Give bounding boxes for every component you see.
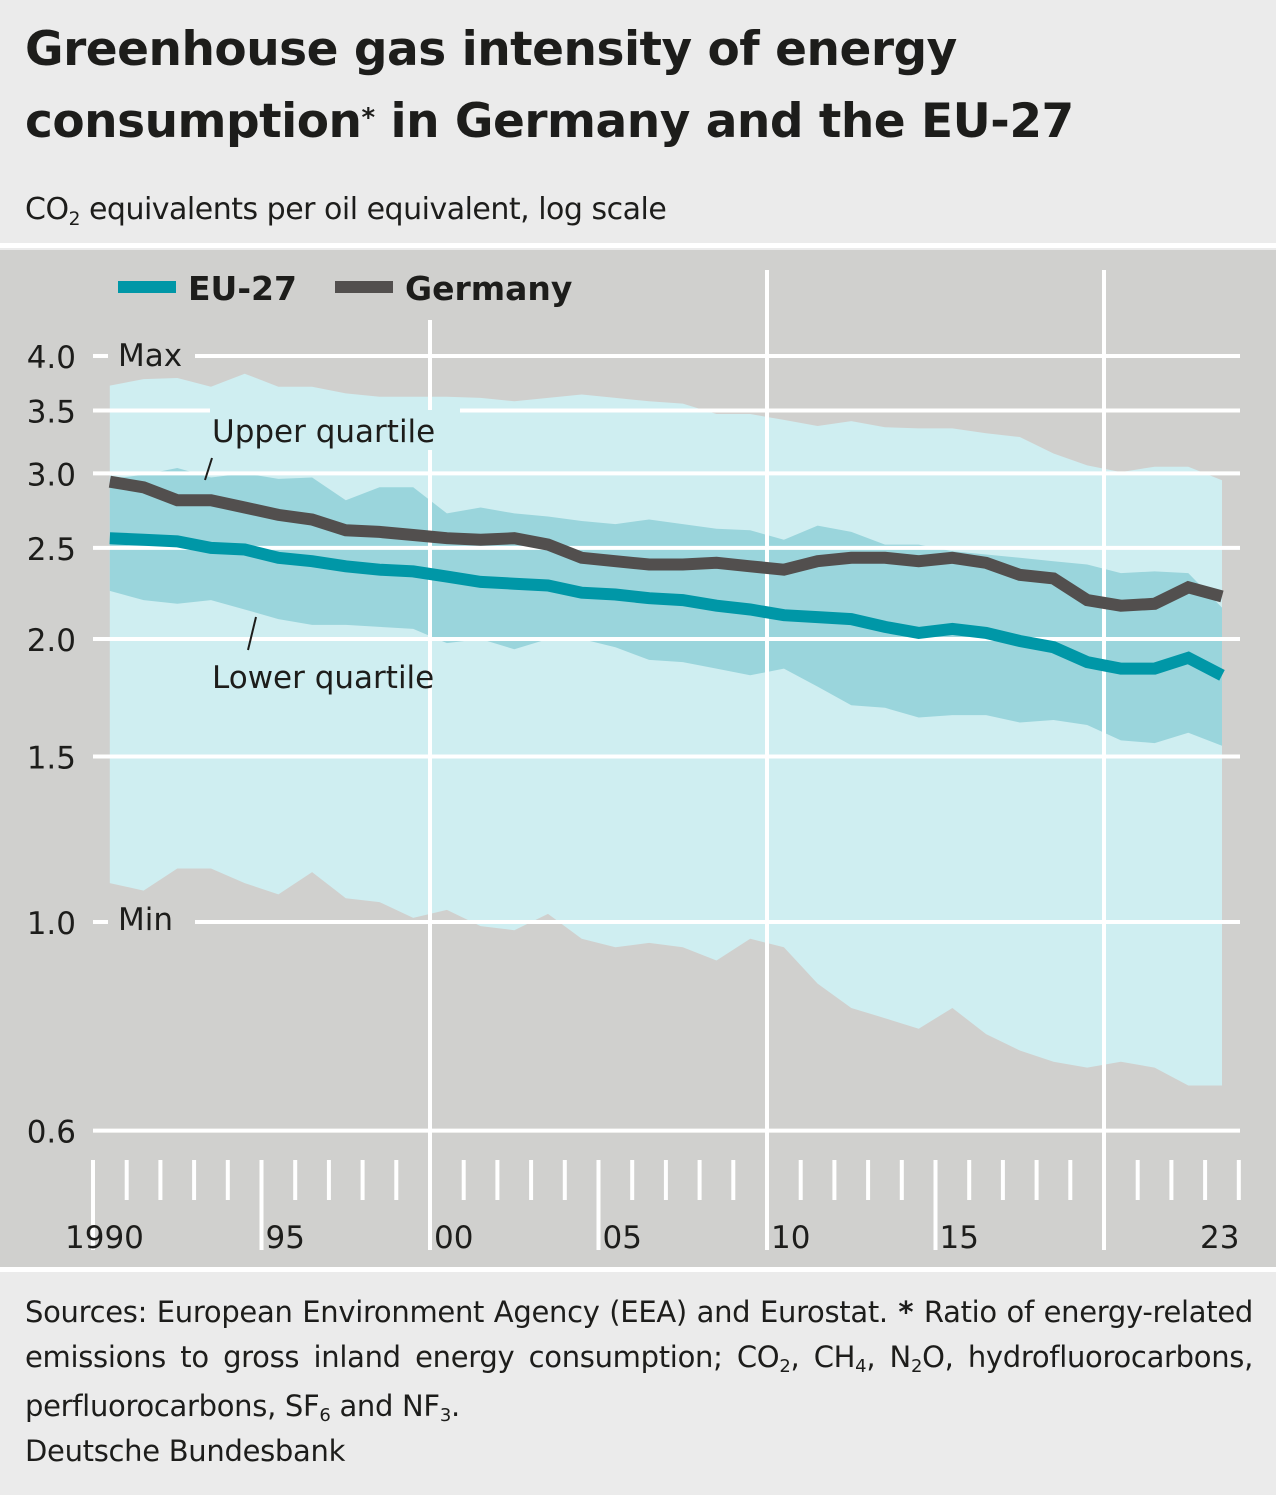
germany-line (108, 475, 1224, 612)
x-tick-label: 15 (940, 1220, 979, 1256)
x-tick-label: 00 (434, 1220, 473, 1256)
footnote-sub: 4 (855, 1356, 867, 1378)
legend-label-germany: Germany (405, 269, 572, 308)
credit: Deutsche Bundesbank (25, 1434, 346, 1468)
footnote-star: * (887, 1295, 924, 1329)
separator-bottom (0, 1267, 1276, 1272)
x-tick-label: 95 (266, 1220, 305, 1256)
eu27-line (109, 532, 1225, 681)
y-tick-label: 2.5 (27, 532, 76, 568)
y-tick-label: 1.5 (27, 740, 76, 776)
footnote: Sources: European Environment Agency (EE… (25, 1290, 1253, 1433)
footnote-sub: 6 (319, 1405, 331, 1427)
title-line-1: Greenhouse gas intensity of energy (25, 22, 957, 77)
footnote-sub: 3 (439, 1405, 451, 1427)
y-tick-label: 3.0 (27, 457, 76, 493)
separator-top (0, 243, 1276, 248)
lower-quartile-label: Lower quartile (212, 660, 434, 696)
chart-svg: 0.6 1.0 1.5 2.0 2.5 3.0 3.5 4.0 1990 95 00 05 10 15 23… (27, 269, 1241, 1256)
max-label: Max (118, 338, 182, 374)
min-label: Min (118, 902, 173, 938)
y-tick-label: 4.0 (27, 340, 76, 376)
subtitle-rest: equivalents per oil equivalent, log scal… (79, 192, 667, 227)
title-line-2b: in Germany and the EU-27 (374, 94, 1074, 149)
lower-quartile-leader (247, 616, 257, 651)
legend-swatch-eu27 (118, 281, 176, 293)
title-footnote-star: * (361, 103, 376, 133)
footnote-text: O, hydrofluorocarbons, perfluorocarbons,… (25, 1340, 1254, 1423)
chart-panel: 0.6 1.0 1.5 2.0 2.5 3.0 3.5 4.0 1990 95 00 05 10 15 23… (0, 250, 1276, 1267)
upper-quartile-label: Upper quartile (212, 414, 435, 450)
x-tick-label: 1990 (65, 1220, 144, 1256)
footnote-text: Ratio of energy-related emissions to gro… (25, 1295, 1253, 1374)
legend-swatch-germany (335, 281, 393, 293)
footnote-text: , CH (790, 1340, 856, 1374)
footnote-text: , N (866, 1340, 911, 1374)
x-tick-label: 23 (1200, 1220, 1239, 1256)
y-tick-label: 0.6 (27, 1115, 76, 1151)
upper-quartile-leader (204, 457, 213, 481)
footnote-text: . (450, 1389, 460, 1423)
footnote-sources: Sources: European Environment Agency (EE… (25, 1295, 888, 1329)
legend-label-eu27: EU-27 (188, 269, 297, 308)
chart-subtitle: CO2 equivalents per oil equivalent, log … (25, 192, 667, 230)
y-tick-label: 3.5 (27, 394, 76, 430)
chart-title: Greenhouse gas intensity of energy consu… (25, 14, 1265, 158)
footnote-sub: 2 (779, 1356, 791, 1378)
y-tick-label: 1.0 (27, 906, 76, 942)
y-tick-label: 2.0 (27, 623, 76, 659)
subtitle-sub: 2 (68, 208, 81, 230)
footnote-sub: 2 (910, 1356, 923, 1378)
x-tick-label: 05 (603, 1220, 642, 1256)
subtitle-co: CO (25, 192, 69, 227)
x-tick-label: 10 (771, 1220, 810, 1256)
footnote-text: and NF (330, 1389, 440, 1423)
title-line-2a: consumption (25, 94, 362, 149)
